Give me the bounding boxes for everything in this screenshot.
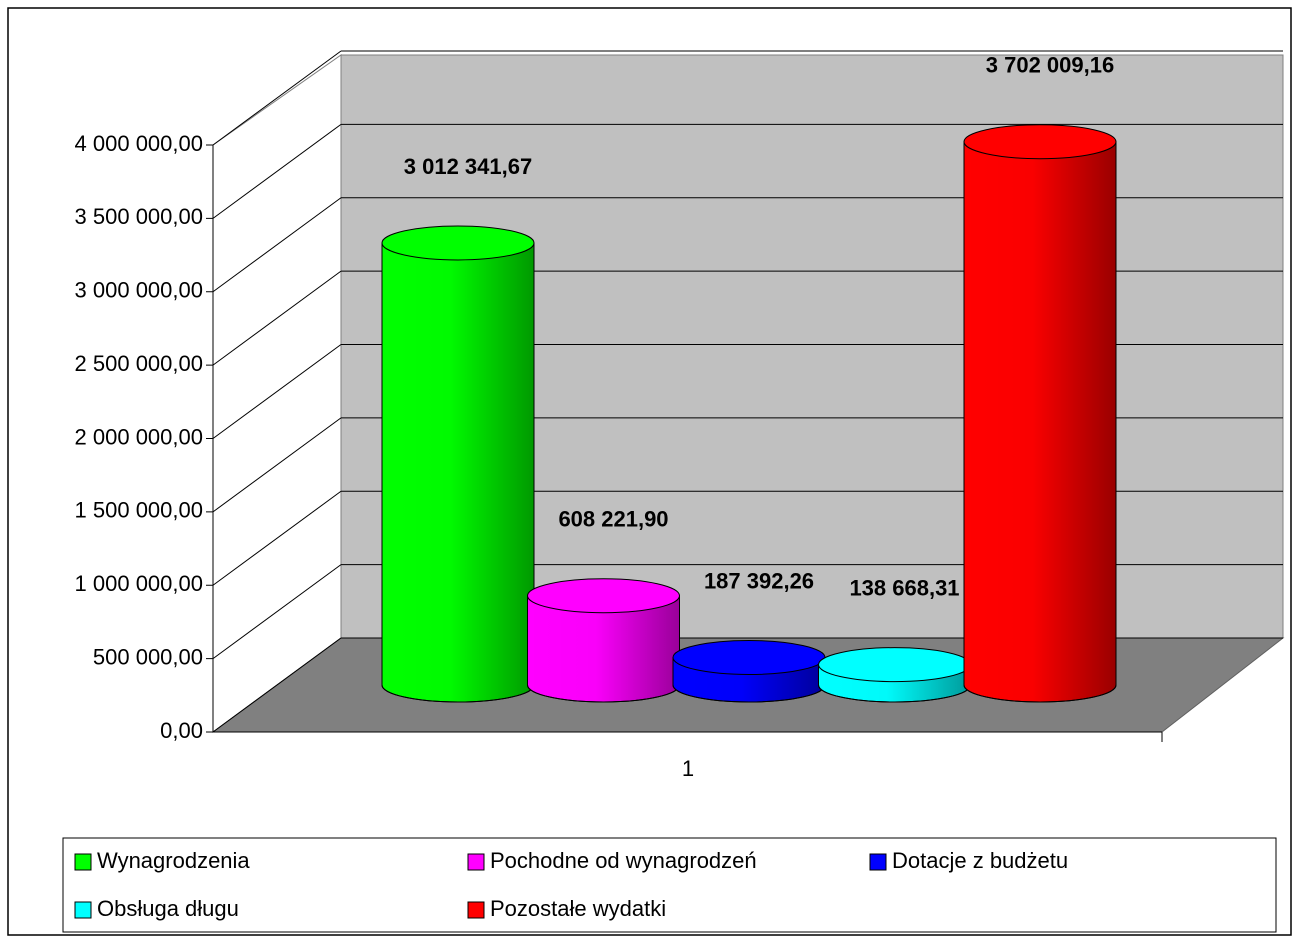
y-tick-label: 3 500 000,00 xyxy=(75,204,203,229)
grid-line xyxy=(212,50,342,146)
value-label: 3 012 341,67 xyxy=(404,154,532,179)
cylinder-top xyxy=(381,225,535,261)
value-label: 3 702 009,16 xyxy=(986,53,1114,78)
legend-swatch xyxy=(467,853,485,871)
legend-swatch xyxy=(74,901,92,919)
side-wall xyxy=(212,54,342,733)
grid-line xyxy=(212,270,342,366)
legend-label: Pochodne od wynagrodzeń xyxy=(490,848,757,873)
y-tick-label: 2 000 000,00 xyxy=(75,424,203,449)
legend-label: Dotacje z budżetu xyxy=(892,848,1068,873)
y-tick-label: 3 000 000,00 xyxy=(75,278,203,303)
grid-line xyxy=(212,197,342,293)
legend-swatch xyxy=(467,901,485,919)
y-tick-label: 1 000 000,00 xyxy=(75,571,203,596)
grid-line xyxy=(212,344,342,439)
value-label: 138 668,31 xyxy=(849,575,959,600)
y-tick-label: 0,00 xyxy=(160,718,203,743)
y-tick-label: 1 500 000,00 xyxy=(75,498,203,523)
grid-line xyxy=(212,123,342,219)
grid-line xyxy=(212,564,342,660)
y-tick-label: 500 000,00 xyxy=(93,644,203,669)
legend-label: Obsługa długu xyxy=(97,896,239,921)
cylinder-shade xyxy=(963,141,1117,703)
value-label: 608 221,90 xyxy=(558,507,668,532)
cylinder xyxy=(672,640,826,703)
cylinder-shade xyxy=(527,595,680,703)
y-tick-label: 2 500 000,00 xyxy=(75,351,203,376)
grid-line xyxy=(212,637,342,733)
cylinder-top xyxy=(672,640,826,676)
legend-swatch xyxy=(74,853,92,871)
y-tick-label: 4 000 000,00 xyxy=(75,131,203,156)
legend-label: Wynagrodzenia xyxy=(97,848,250,873)
cylinder xyxy=(527,578,680,703)
cylinder-top xyxy=(527,578,680,614)
cylinder-top xyxy=(963,124,1117,160)
legend xyxy=(62,837,1277,933)
x-tick-label: 1 xyxy=(682,756,694,781)
legend-label: Pozostałe wydatki xyxy=(490,896,666,921)
legend-swatch xyxy=(869,853,887,871)
cylinder-shade xyxy=(381,242,535,703)
cylinder-top xyxy=(818,647,971,683)
cylinder xyxy=(381,225,535,703)
cylinder xyxy=(818,647,971,703)
grid-line xyxy=(212,490,342,586)
value-label: 187 392,26 xyxy=(704,568,814,593)
grid-line xyxy=(212,417,342,513)
cylinder xyxy=(963,124,1117,703)
